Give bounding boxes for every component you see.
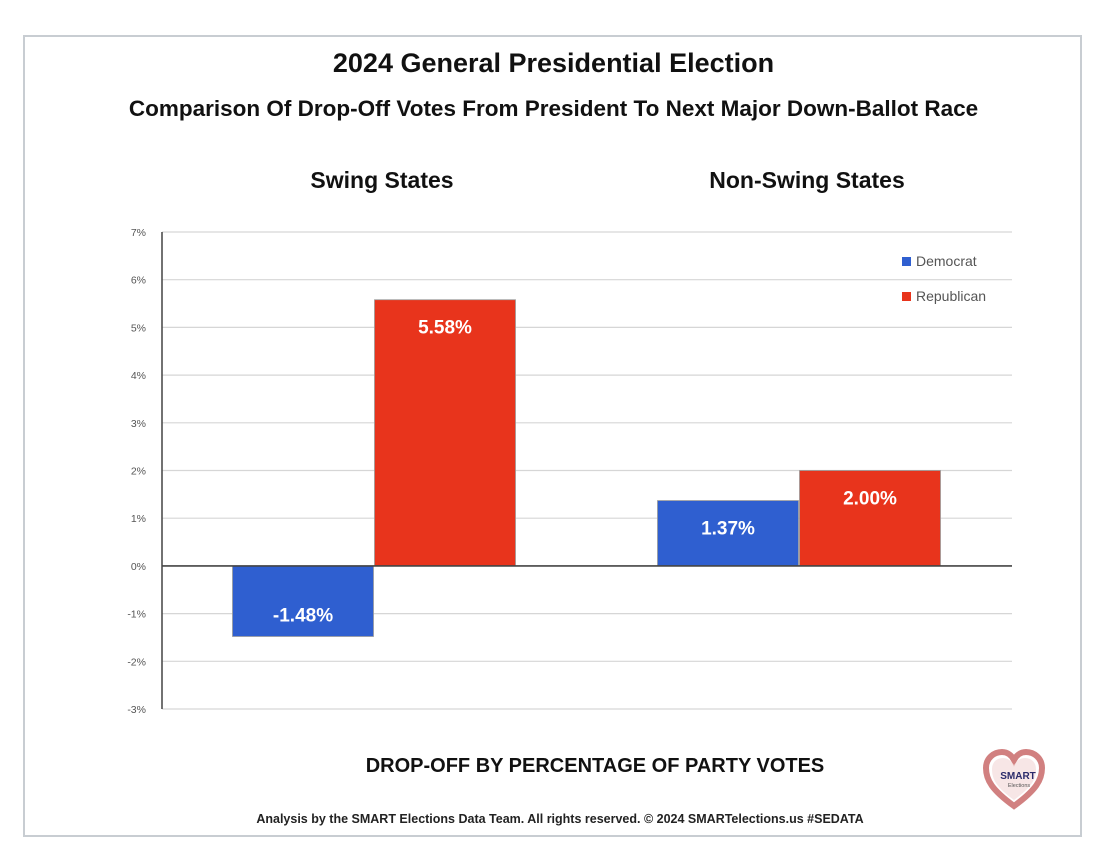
x-axis-title: DROP-OFF BY PERCENTAGE OF PARTY VOTES xyxy=(365,755,825,777)
legend-swatch-republican xyxy=(902,292,911,301)
data-label: -1.48% xyxy=(273,605,333,626)
y-tick-label: -3% xyxy=(127,704,146,716)
legend-label-republican: Republican xyxy=(916,288,986,304)
bar-republican-1 xyxy=(799,470,941,567)
y-tick-label: 2% xyxy=(131,466,146,478)
data-label: 5.58% xyxy=(418,318,472,339)
y-tick-label: -1% xyxy=(127,609,146,621)
y-tick-label: -2% xyxy=(127,656,146,668)
y-tick-label: 5% xyxy=(131,322,146,334)
y-tick-label: 1% xyxy=(131,513,146,525)
footer-credit: Analysis by the SMART Elections Data Tea… xyxy=(256,812,864,826)
bar-democrat-0 xyxy=(232,565,374,637)
y-tick-label: 6% xyxy=(131,275,146,287)
y-tick-label: 4% xyxy=(131,370,146,382)
y-tick-label: 7% xyxy=(131,227,146,239)
data-label: 2.00% xyxy=(843,489,897,510)
legend-label-democrat: Democrat xyxy=(916,253,977,269)
chart-title: 2024 General Presidential Election xyxy=(332,48,775,78)
chart-frame xyxy=(23,35,1082,837)
smart-elections-logo: SMART Elections xyxy=(982,748,1046,810)
logo-subtext: Elections xyxy=(1008,783,1031,789)
y-tick-label: 3% xyxy=(131,418,146,430)
category-label-swing-states: Swing States xyxy=(310,167,454,193)
chart-subtitle: Comparison Of Drop-Off Votes From Presid… xyxy=(128,96,979,121)
data-label: 1.37% xyxy=(701,519,755,540)
heart-icon xyxy=(982,748,1046,810)
bar-republican-0 xyxy=(374,299,516,567)
category-label-non-swing-states: Non-Swing States xyxy=(709,167,905,193)
legend-swatch-democrat xyxy=(902,257,911,266)
bar-democrat-1 xyxy=(657,500,799,567)
y-tick-label: 0% xyxy=(131,561,146,573)
logo-text: SMART xyxy=(1000,771,1036,782)
